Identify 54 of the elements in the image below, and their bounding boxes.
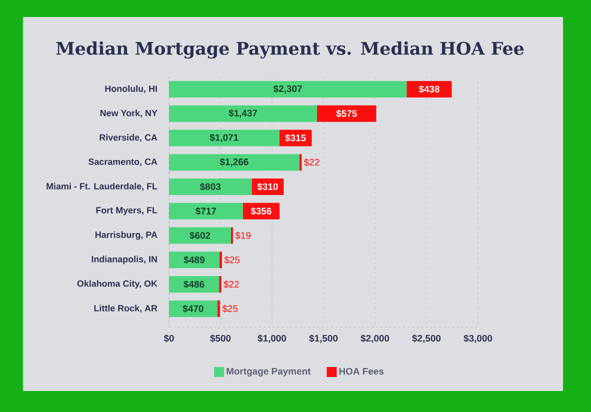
bar [169, 252, 220, 268]
x-tick-label: $1,500 [309, 334, 338, 344]
y-tick-label: Oklahoma City, OK [77, 280, 158, 289]
y-tick-label: New York, NY [100, 110, 158, 118]
data-label: $803 [200, 182, 221, 191]
legend-label: Mortgage Payment [226, 368, 311, 377]
legend-label: HOA Fees [339, 368, 384, 375]
data-label: $717 [196, 207, 216, 216]
data-label: $22 [304, 158, 320, 166]
data-label: $2,307 [273, 84, 302, 94]
bar [169, 105, 318, 122]
data-label: $1,266 [220, 158, 248, 167]
bar [169, 154, 300, 171]
data-label: $1,071 [210, 134, 238, 142]
y-tick-label: Riverside, CA [100, 134, 158, 142]
data-label: $489 [184, 256, 204, 264]
x-tick-label: $500 [210, 334, 231, 342]
data-label: $19 [235, 232, 250, 240]
y-tick-label: Miami - Ft. Lauderdale, FL [46, 182, 158, 191]
data-label: $356 [250, 207, 272, 216]
bar [406, 80, 452, 98]
bar [169, 80, 407, 98]
x-tick-label: $2,000 [360, 334, 390, 344]
data-label: $470 [182, 304, 204, 313]
y-tick-label: Little Rock, AR [94, 304, 158, 313]
bar [317, 105, 376, 122]
data-label: $310 [257, 182, 278, 191]
bar [169, 202, 243, 220]
data-label: $1,437 [228, 109, 258, 118]
bar [169, 227, 232, 244]
bar [169, 130, 280, 146]
y-tick-label: Fort Myers, FL [96, 207, 158, 216]
bar [219, 252, 222, 268]
bar [169, 276, 220, 293]
data-label: $438 [418, 85, 440, 94]
chart-title: Median Mortgage Payment vs. Median HOA Fee [56, 41, 524, 59]
bar [169, 178, 252, 196]
bar [217, 300, 220, 317]
y-tick-label: Honolulu, HI [105, 85, 157, 94]
x-tick-label: $2,500 [412, 334, 441, 344]
y-tick-label: Harrisburg, PA [95, 231, 158, 240]
data-label: $602 [190, 232, 210, 240]
data-label: $486 [184, 280, 204, 288]
y-tick-label: Indianapolis, IN [92, 256, 157, 264]
data-label: $25 [222, 304, 238, 313]
data-label: $575 [336, 110, 357, 118]
y-tick-label: Sacramento, CA [88, 158, 158, 166]
data-label: $25 [224, 256, 240, 264]
x-tick-label: $0 [164, 334, 174, 342]
x-tick-label: $3,000 [464, 334, 492, 344]
x-tick-label: $1,000 [258, 334, 286, 344]
data-label: $315 [285, 134, 306, 142]
bar [169, 300, 218, 317]
data-label: $22 [224, 280, 239, 288]
